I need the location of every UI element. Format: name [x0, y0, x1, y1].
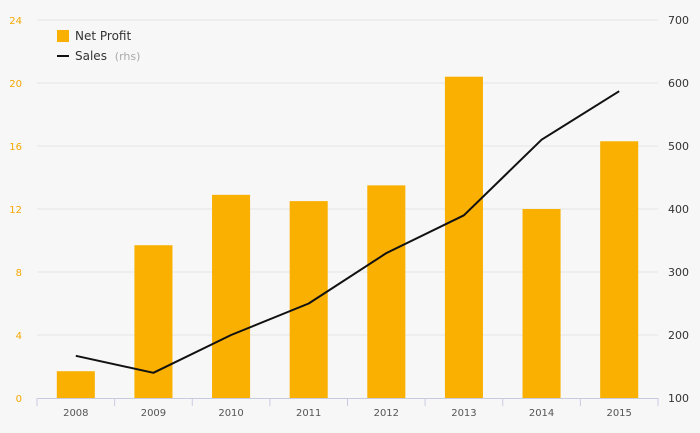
x-tick-label: 2013	[451, 408, 476, 419]
y-right-tick-label: 600	[668, 77, 689, 90]
y-left-tick-label: 16	[9, 142, 22, 153]
y-right-tick-label: 100	[668, 392, 689, 405]
y-left-tick-label: 24	[9, 16, 22, 27]
legend-sales-name: Sales	[75, 49, 107, 63]
axes: 0 4 8 12 16 20 24 100 200 300 400 500 600 700 2008 2009…	[9, 14, 689, 419]
y-left-tick-label: 8	[16, 268, 22, 279]
y-left-tick-label: 0	[16, 394, 22, 405]
y-right-tick-label: 300	[668, 266, 689, 279]
y-right-tick-label: 500	[668, 140, 689, 153]
bar-net-profit-2010	[212, 194, 251, 398]
y-right-tick-label: 400	[668, 203, 689, 216]
bar-net-profit-2015	[600, 141, 639, 398]
bar-net-profit-2009	[134, 245, 173, 398]
bar-net-profit-2012	[367, 185, 406, 398]
legend: Net Profit Sales (rhs)	[57, 29, 140, 63]
x-tick-label: 2008	[63, 408, 88, 419]
legend-sales-suffix: (rhs)	[115, 50, 141, 63]
x-tick-label: 2009	[141, 408, 166, 419]
x-tick-label: 2010	[218, 408, 243, 419]
legend-net-profit-label: Net Profit	[75, 29, 131, 43]
bar-net-profit-2008	[56, 371, 95, 398]
x-tick-label: 2014	[529, 408, 554, 419]
bar-net-profit-2014	[522, 209, 561, 398]
x-tick-label: 2012	[374, 408, 399, 419]
y-left-tick-label: 20	[9, 79, 22, 90]
y-right-tick-label: 700	[668, 14, 689, 27]
x-tick-label: 2011	[296, 408, 321, 419]
sales-line-group	[75, 90, 620, 374]
sales-line	[75, 90, 620, 374]
x-tick-label: 2015	[606, 408, 631, 419]
bar-net-profit-2013	[444, 76, 483, 398]
net-profit-bars	[56, 76, 639, 398]
y-right-tick-label: 200	[668, 329, 689, 342]
bar-net-profit-2011	[289, 201, 328, 398]
y-left-tick-label: 4	[16, 331, 22, 342]
gridlines	[37, 19, 658, 336]
y-left-tick-label: 12	[9, 205, 22, 216]
legend-net-profit-swatch	[57, 30, 69, 42]
legend-sales-label: Sales (rhs)	[75, 49, 140, 63]
